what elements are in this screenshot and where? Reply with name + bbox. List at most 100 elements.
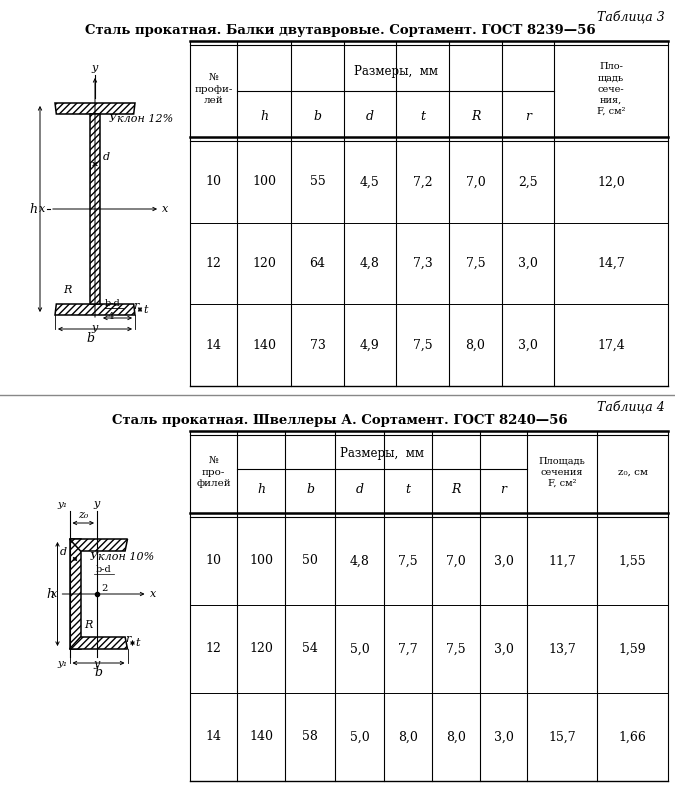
Text: 1,59: 1,59: [619, 642, 646, 656]
Text: 3,0: 3,0: [493, 731, 514, 743]
Text: Пло-
щадь
сече-
ния,
F, см²: Пло- щадь сече- ния, F, см²: [597, 62, 625, 116]
Text: 7,3: 7,3: [412, 257, 433, 270]
Text: 3,0: 3,0: [493, 642, 514, 656]
Text: 1,66: 1,66: [618, 731, 647, 743]
Text: 7,5: 7,5: [446, 642, 466, 656]
Text: 7,5: 7,5: [466, 257, 485, 270]
Text: 17,4: 17,4: [597, 338, 625, 352]
Text: 1,55: 1,55: [619, 555, 646, 567]
Text: №
профи-
лей: № профи- лей: [194, 73, 233, 105]
Text: 12,0: 12,0: [597, 175, 625, 189]
Text: 12: 12: [206, 257, 221, 270]
Text: Уклон 10%: Уклон 10%: [90, 552, 155, 562]
Text: 50: 50: [302, 555, 318, 567]
Text: t: t: [143, 305, 148, 315]
Text: 54: 54: [302, 642, 318, 656]
Text: h: h: [257, 483, 265, 495]
Text: R: R: [84, 620, 93, 630]
Text: y₁: y₁: [57, 500, 68, 509]
Text: x: x: [38, 204, 45, 214]
Text: 4: 4: [105, 312, 114, 321]
Text: R: R: [63, 285, 71, 295]
Text: y: y: [92, 323, 98, 333]
Text: d: d: [103, 152, 110, 162]
Text: 4,8: 4,8: [360, 257, 380, 270]
Text: 8,0: 8,0: [446, 731, 466, 743]
Text: r: r: [126, 634, 131, 644]
Text: b: b: [306, 483, 314, 495]
Text: 5,0: 5,0: [350, 642, 369, 656]
Text: 15,7: 15,7: [548, 731, 576, 743]
Text: 4,9: 4,9: [360, 338, 380, 352]
Text: 13,7: 13,7: [548, 642, 576, 656]
Text: 3,0: 3,0: [518, 338, 538, 352]
Text: t: t: [420, 110, 425, 122]
Text: 10: 10: [205, 175, 221, 189]
Text: 11,7: 11,7: [548, 555, 576, 567]
Text: y: y: [94, 499, 100, 509]
Text: 7,0: 7,0: [446, 555, 466, 567]
Text: Уклон 12%: Уклон 12%: [109, 114, 173, 124]
Text: 140: 140: [252, 338, 276, 352]
Text: y: y: [92, 63, 98, 73]
Text: d: d: [356, 483, 364, 495]
Text: 7,7: 7,7: [398, 642, 418, 656]
Text: h: h: [260, 110, 268, 122]
Text: 7,2: 7,2: [412, 175, 432, 189]
Text: 55: 55: [310, 175, 325, 189]
Text: 2: 2: [99, 574, 109, 593]
Text: 5,0: 5,0: [350, 731, 369, 743]
Text: x: x: [162, 204, 168, 214]
Text: t: t: [406, 483, 410, 495]
Text: d: d: [59, 547, 67, 557]
Text: Размеры,  мм: Размеры, мм: [354, 65, 437, 77]
Text: 120: 120: [249, 642, 273, 656]
Text: 14,7: 14,7: [597, 257, 625, 270]
Polygon shape: [55, 103, 135, 114]
Text: 7,5: 7,5: [398, 555, 418, 567]
Text: z₀: z₀: [78, 510, 88, 520]
Text: h: h: [29, 203, 37, 215]
Text: Сталь прокатная. Швеллеры А. Сортамент. ГОСТ 8240—56: Сталь прокатная. Швеллеры А. Сортамент. …: [112, 414, 568, 427]
Text: y: y: [94, 659, 100, 669]
Text: r: r: [500, 483, 506, 495]
Text: 140: 140: [249, 731, 273, 743]
Text: Сталь прокатная. Балки двутавровые. Сортамент. ГОСТ 8239—56: Сталь прокатная. Балки двутавровые. Сорт…: [84, 24, 595, 37]
Text: 100: 100: [252, 175, 276, 189]
Text: 3,0: 3,0: [493, 555, 514, 567]
Text: x: x: [51, 589, 57, 599]
Text: 8,0: 8,0: [466, 338, 485, 352]
Text: Таблица 3: Таблица 3: [597, 11, 665, 24]
Polygon shape: [90, 114, 100, 304]
Text: b: b: [313, 110, 321, 122]
Text: 2,5: 2,5: [518, 175, 538, 189]
Text: 8,0: 8,0: [398, 731, 418, 743]
Text: b: b: [95, 666, 103, 679]
Text: Размеры,  мм: Размеры, мм: [340, 447, 424, 459]
Text: h: h: [47, 588, 55, 600]
Text: 4,8: 4,8: [350, 555, 369, 567]
Text: Таблица 4: Таблица 4: [597, 401, 665, 414]
Text: 3,0: 3,0: [518, 257, 538, 270]
Polygon shape: [70, 539, 80, 649]
Text: y₁: y₁: [57, 659, 68, 668]
Text: R: R: [471, 110, 480, 122]
Text: 4,5: 4,5: [360, 175, 380, 189]
Text: 64: 64: [310, 257, 325, 270]
Text: 14: 14: [205, 731, 221, 743]
Text: b-d: b-d: [96, 565, 112, 574]
Text: №
про-
филей: № про- филей: [196, 456, 231, 488]
Polygon shape: [70, 539, 128, 551]
Text: r: r: [525, 110, 531, 122]
Text: R: R: [452, 483, 460, 495]
Text: b-d: b-d: [105, 299, 121, 308]
Polygon shape: [55, 304, 135, 315]
Text: 7,5: 7,5: [412, 338, 432, 352]
Text: 73: 73: [310, 338, 325, 352]
Text: 14: 14: [205, 338, 221, 352]
Text: 120: 120: [252, 257, 276, 270]
Text: 10: 10: [205, 555, 221, 567]
Text: b: b: [86, 332, 94, 345]
Text: r: r: [133, 301, 138, 311]
Text: z₀, см: z₀, см: [618, 468, 647, 477]
